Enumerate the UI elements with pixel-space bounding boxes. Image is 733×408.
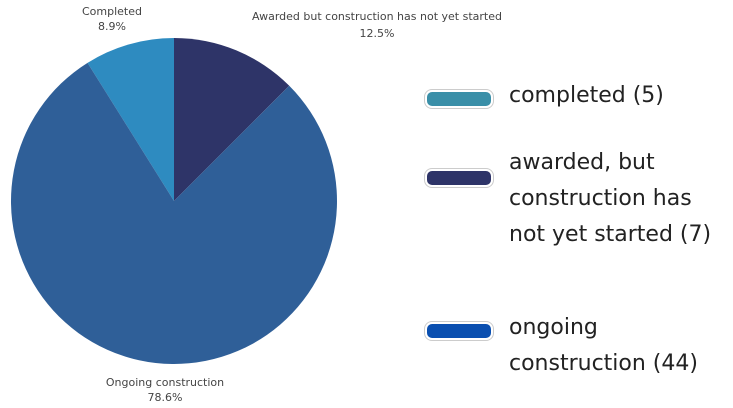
slice-value-label: 8.9% <box>98 20 126 33</box>
slice-label: Completed <box>82 5 142 18</box>
legend-item: completed (5) <box>425 78 724 114</box>
legend-swatch <box>425 169 493 187</box>
pie-slice <box>10 62 338 365</box>
slice-label: Awarded but construction has not yet sta… <box>252 10 502 23</box>
legend-label: awarded, but construction has not yet st… <box>509 150 712 247</box>
slice-label: Ongoing construction <box>106 376 224 389</box>
legend-label: ongoing construction (44) <box>509 315 698 376</box>
pie-slice <box>174 38 290 201</box>
legend-swatch <box>425 322 493 340</box>
slice-value-label: 78.6% <box>148 391 183 404</box>
legend-item: ongoing construction (44) <box>425 310 724 382</box>
legend-swatch <box>425 90 493 108</box>
legend-item: awarded, but construction has not yet st… <box>425 145 724 253</box>
pie-slice <box>87 38 174 201</box>
slice-value-label: 12.5% <box>360 27 395 40</box>
legend-label: completed (5) <box>509 83 664 108</box>
